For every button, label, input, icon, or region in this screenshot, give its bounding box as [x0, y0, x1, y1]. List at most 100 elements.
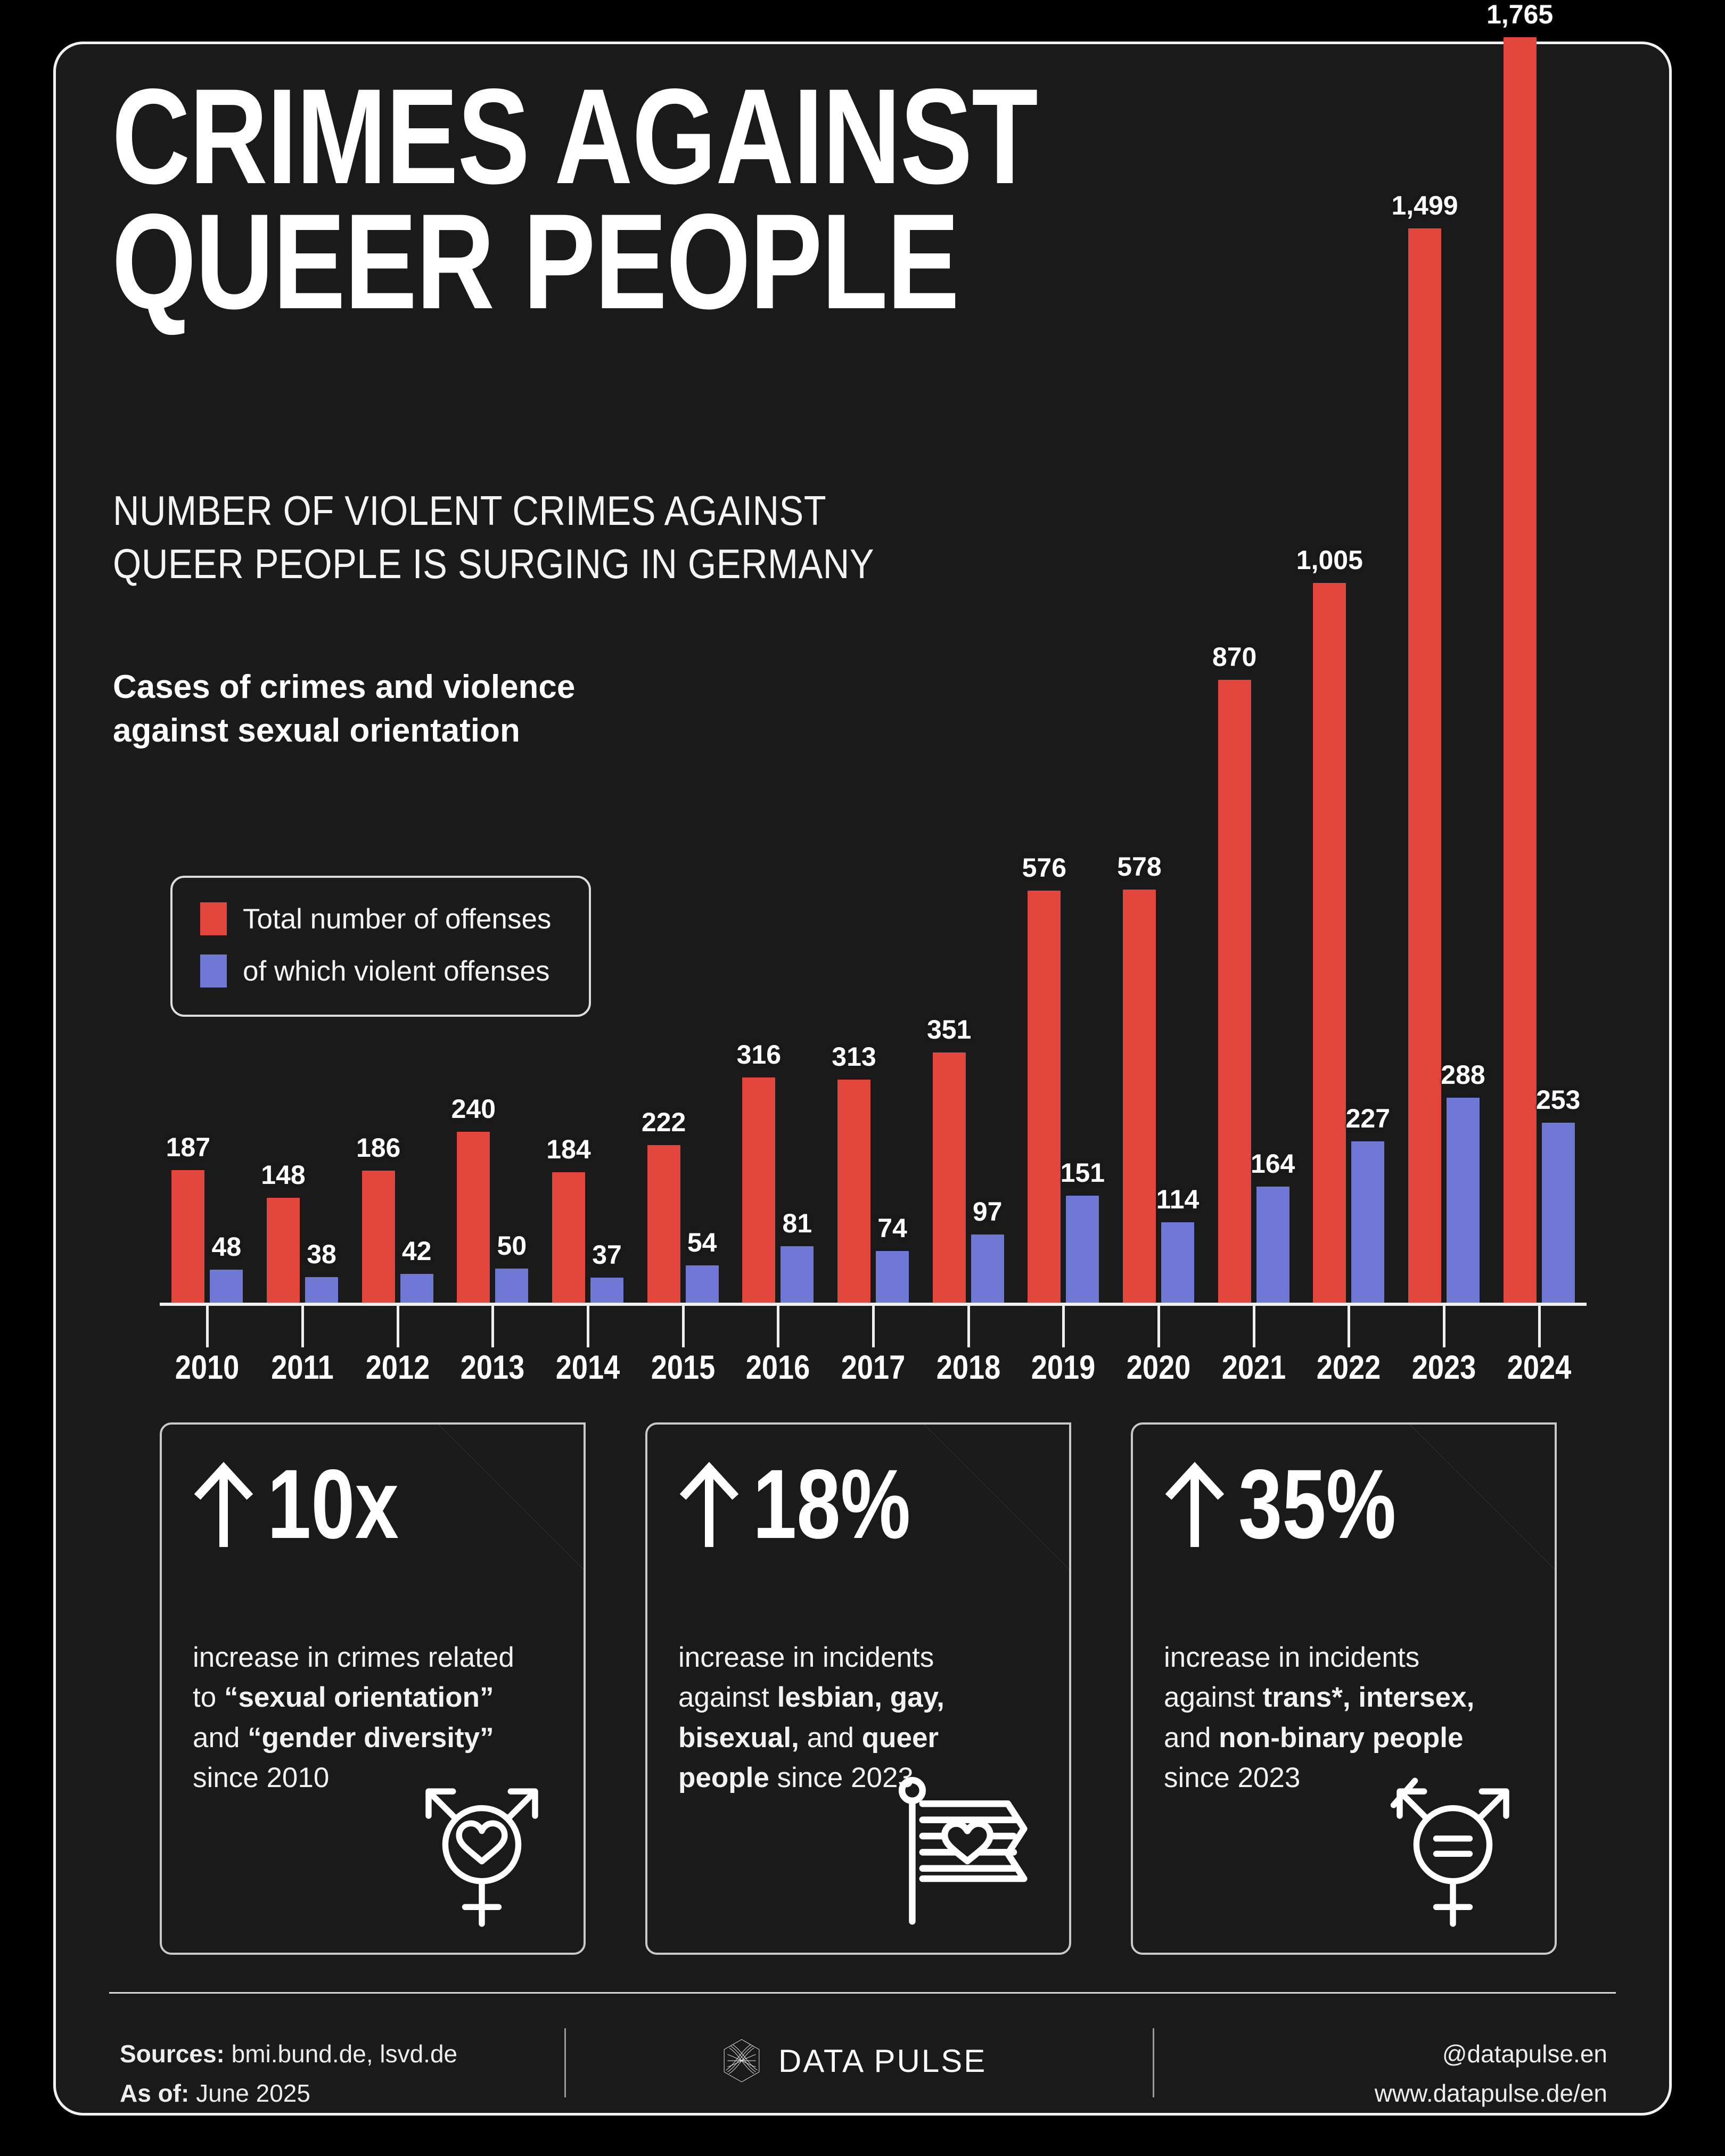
- page-title: CRIMES AGAINST QUEER PEOPLE: [112, 69, 1177, 338]
- title-line-2: QUEER PEOPLE: [112, 185, 959, 338]
- axis-label-2022: 2022: [1317, 1349, 1381, 1386]
- bar-total-2012: [362, 1171, 395, 1304]
- bar-label-total-2014: 184: [546, 1134, 591, 1164]
- axis-label-2011: 2011: [271, 1349, 334, 1386]
- bar-group: 184 37: [546, 37, 623, 1304]
- axis-tick-2020: [1157, 1306, 1160, 1347]
- axis-tick-2011: [301, 1306, 304, 1347]
- axis-tick-2014: [587, 1306, 589, 1347]
- footer-divider: [109, 1992, 1616, 1994]
- stat-number-1: 10x: [267, 1449, 399, 1559]
- axis-tick-2013: [491, 1306, 495, 1347]
- axis-label-2015: 2015: [651, 1349, 715, 1386]
- bar-group: 316 81: [737, 37, 814, 1304]
- bar-viol-2015: [685, 1265, 719, 1304]
- bar-group: 1,005 227: [1296, 37, 1390, 1304]
- footer-divider-left: [564, 2028, 566, 2097]
- axis-tick-2015: [681, 1306, 685, 1347]
- axis-label-2019: 2019: [1031, 1349, 1096, 1386]
- stat-number-3: 35%: [1238, 1449, 1397, 1559]
- bar-label-total-2017: 313: [832, 1041, 876, 1072]
- bar-viol-2023: [1447, 1097, 1480, 1304]
- asof-label: As of:: [120, 2079, 190, 2107]
- bar-total-2020: [1123, 889, 1156, 1304]
- axis-tick-2016: [777, 1306, 780, 1347]
- axis-tick-2017: [872, 1306, 875, 1347]
- website-url: www.datapulse.de/en: [1374, 2079, 1607, 2107]
- stat-body-3: increase in incidents against trans*, in…: [1164, 1642, 1475, 1793]
- bar-label-viol-2015: 54: [687, 1228, 717, 1258]
- axis-label-2012: 2012: [365, 1349, 430, 1386]
- axis-label-2023: 2023: [1411, 1349, 1476, 1386]
- bar-viol-2021: [1256, 1186, 1289, 1304]
- bar-total-2021: [1218, 679, 1251, 1304]
- axis-tick-2022: [1348, 1306, 1351, 1347]
- axis-label-2018: 2018: [936, 1349, 1000, 1386]
- bar-label-total-2021: 870: [1212, 641, 1257, 672]
- axis-label-2017: 2017: [841, 1349, 906, 1386]
- bar-total-2013: [457, 1132, 490, 1304]
- fold-corner-shadow: [437, 1425, 584, 1571]
- chart-caption-line-2: against sexual orientation: [113, 712, 520, 749]
- bar-total-2019: [1028, 891, 1061, 1304]
- bar-label-total-2024: 1,765: [1486, 0, 1554, 29]
- asof-value: June 2025: [196, 2079, 310, 2107]
- bar-label-viol-2022: 227: [1345, 1103, 1391, 1133]
- bar-viol-2011: [305, 1277, 338, 1304]
- pride-flag-heart-icon: [898, 1776, 1028, 1925]
- legend-label-total: Total number of offenses: [243, 903, 552, 935]
- stat-headline-2: 18%: [677, 1449, 950, 1559]
- bar-label-total-2015: 222: [641, 1107, 686, 1137]
- bar-label-viol-2023: 288: [1441, 1059, 1485, 1090]
- axis-tick-2024: [1538, 1306, 1541, 1347]
- stat-card-3: 35% increase in incidents against trans*…: [1131, 1422, 1557, 1955]
- axis-tick-2023: [1443, 1306, 1445, 1347]
- bar-viol-2013: [495, 1268, 529, 1304]
- stat-body-1: increase in crimes related to “sexual or…: [193, 1642, 514, 1793]
- bar-viol-2020: [1161, 1222, 1194, 1304]
- axis-tick-2021: [1252, 1306, 1255, 1347]
- brand-logo: DATA PULSE: [719, 2038, 987, 2084]
- bar-label-viol-2017: 74: [877, 1213, 907, 1244]
- stat-card-2: 18% increase in incidents against lesbia…: [645, 1422, 1071, 1955]
- legend-item-violent: of which violent offenses: [200, 954, 589, 988]
- stat-card-1: 10x increase in crimes related to “sexua…: [160, 1422, 586, 1955]
- bar-viol-2019: [1066, 1196, 1099, 1304]
- bar-total-2011: [267, 1198, 300, 1304]
- arrow-up-icon: [1165, 1462, 1225, 1547]
- bar-viol-2016: [781, 1246, 814, 1304]
- bar-viol-2012: [400, 1274, 433, 1304]
- sources-label: Sources:: [120, 2040, 225, 2068]
- bar-viol-2014: [590, 1278, 623, 1304]
- axis-label-2010: 2010: [175, 1349, 240, 1386]
- bar-viol-2018: [971, 1235, 1004, 1304]
- axis-label-2020: 2020: [1126, 1349, 1191, 1386]
- bar-group: 148 38: [261, 37, 338, 1304]
- bar-label-total-2016: 316: [736, 1039, 782, 1069]
- axis-tick-2010: [206, 1306, 209, 1347]
- gender-diversity-heart-icon: [425, 1788, 538, 1927]
- stat-number-2: 18%: [753, 1449, 911, 1559]
- footer-contact: @datapulse.en www.datapulse.de/en: [1375, 2035, 1607, 2113]
- bar-group: 576 151: [1022, 37, 1105, 1304]
- bar-label-viol-2020: 114: [1156, 1184, 1200, 1215]
- legend-swatch-total: [200, 902, 227, 935]
- bar-group: 578 114: [1117, 37, 1199, 1304]
- legend-item-total: Total number of offenses: [200, 902, 589, 935]
- bar-total-2023: [1408, 228, 1441, 1304]
- axis-tick-2018: [967, 1306, 970, 1347]
- bar-label-viol-2011: 38: [307, 1239, 336, 1269]
- subtitle: NUMBER OF VIOLENT CRIMES AGAINST QUEER P…: [113, 484, 1097, 591]
- bar-label-total-2013: 240: [451, 1094, 496, 1124]
- bar-label-total-2010: 187: [166, 1132, 211, 1162]
- social-handle: @datapulse.en: [1442, 2040, 1607, 2068]
- chart-caption: Cases of crimes and violence against sex…: [113, 665, 911, 753]
- arrow-up-icon: [194, 1462, 253, 1547]
- bar-total-2017: [837, 1079, 870, 1304]
- bar-total-2022: [1313, 582, 1346, 1304]
- bar-group: 1,765 253: [1486, 0, 1580, 1304]
- legend-label-violent: of which violent offenses: [243, 955, 550, 987]
- axis-label-2013: 2013: [461, 1349, 525, 1386]
- chart-legend: Total number of offenses of which violen…: [170, 876, 591, 1017]
